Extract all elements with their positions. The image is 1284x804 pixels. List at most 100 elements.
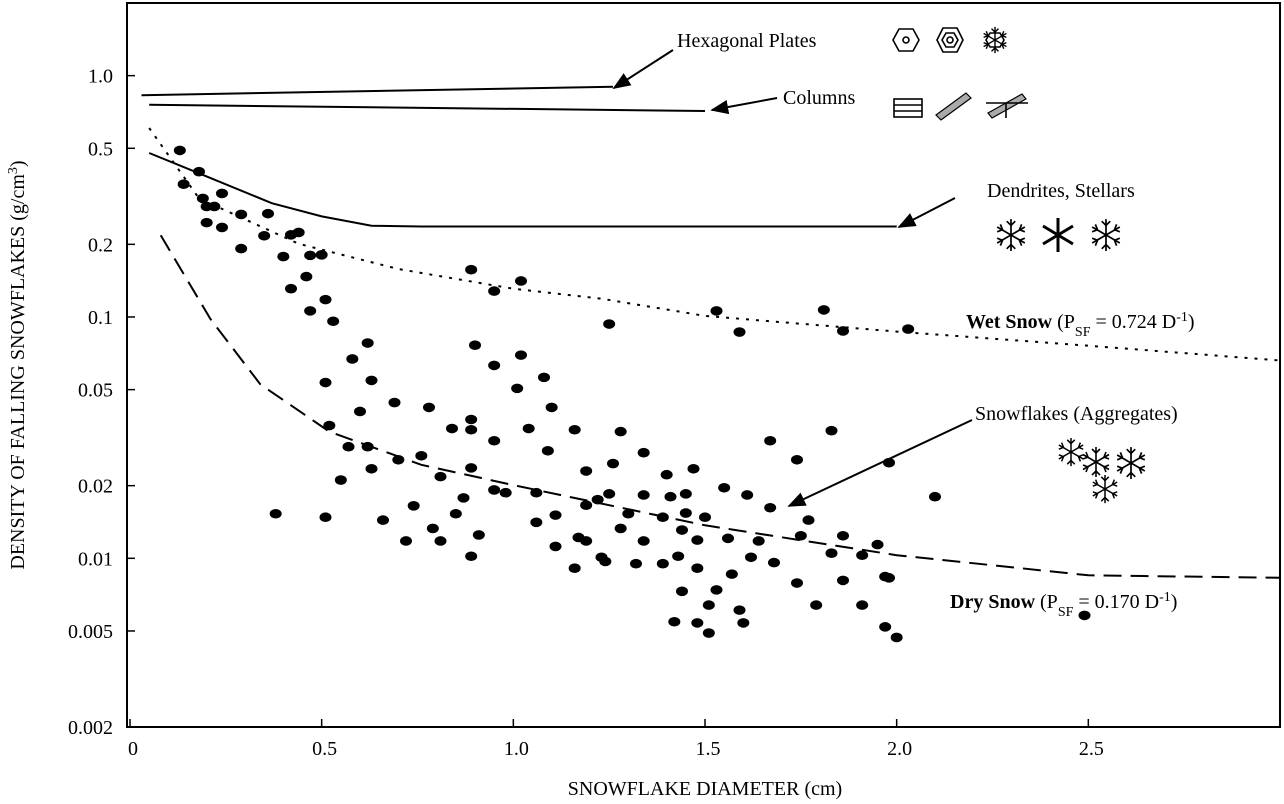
data-point: [216, 188, 228, 199]
data-point: [407, 501, 420, 511]
icon: [985, 32, 1005, 48]
data-point: [216, 222, 228, 233]
data-point: [208, 201, 221, 212]
data-point: [177, 179, 190, 189]
data-point: [794, 530, 807, 541]
data-point: [465, 463, 478, 473]
data-point: [469, 340, 481, 350]
data-point: [656, 558, 669, 569]
icon: [892, 28, 920, 52]
label-part: Columns: [783, 87, 855, 109]
curve-label: Columns: [783, 87, 855, 109]
label-part: (P: [1035, 591, 1058, 613]
data-point: [515, 276, 527, 286]
data-point: [1078, 610, 1091, 621]
data-point: [725, 569, 738, 579]
curve-label: Hexagonal Plates: [677, 30, 817, 52]
data-point: [277, 251, 290, 262]
data-point: [691, 563, 704, 573]
label-part: -1: [1176, 310, 1188, 325]
data-point: [668, 616, 681, 627]
data-point: [676, 525, 688, 535]
icon: [1082, 446, 1110, 478]
data-point: [426, 523, 439, 534]
data-point: [837, 530, 849, 541]
icon: [902, 36, 910, 44]
label-part: ): [1188, 311, 1195, 333]
data-point: [530, 487, 543, 498]
data-point: [702, 600, 715, 610]
dendrite-icons: [996, 218, 1121, 252]
data-point: [745, 552, 757, 563]
data-point: [856, 550, 869, 561]
curve: [159, 234, 1281, 579]
data-point: [488, 286, 501, 296]
icon: [1116, 446, 1146, 480]
data-point: [591, 494, 604, 505]
data-point: [656, 512, 669, 523]
data-point: [285, 283, 297, 294]
data-point: [415, 450, 428, 461]
data-point: [603, 319, 616, 329]
y-tick-label: 0.02: [78, 476, 113, 498]
data-point: [262, 208, 274, 219]
data-point: [802, 515, 815, 525]
data-point: [622, 508, 635, 519]
data-point: [472, 530, 485, 540]
data-point: [327, 316, 340, 327]
data-point: [791, 578, 803, 588]
label-part: ): [7, 160, 29, 167]
aggregate-icon: [1058, 437, 1146, 504]
curve: [141, 85, 614, 97]
icon: [1058, 437, 1084, 467]
data-point: [200, 217, 213, 228]
data-point: [304, 250, 317, 261]
data-point: [292, 227, 305, 238]
data-point: [614, 523, 627, 534]
curve-label: Dendrites, Stellars: [987, 180, 1135, 202]
points-label: Snowflakes (Aggregates): [975, 403, 1178, 425]
data-point: [235, 209, 248, 220]
icon: [982, 26, 1008, 54]
data-point: [710, 585, 723, 595]
data-point: [300, 271, 313, 282]
data-point: [764, 435, 777, 446]
data-point: [365, 463, 378, 474]
data-point: [319, 377, 332, 388]
y-tick-label: 0.5: [88, 138, 113, 160]
data-point: [446, 423, 458, 434]
data-point: [702, 628, 715, 638]
data-point: [883, 573, 895, 583]
icon: [1091, 218, 1121, 252]
data-point: [465, 551, 478, 562]
arrow: [612, 49, 674, 89]
label-part: -1: [1159, 590, 1171, 605]
x-tick-label: 0: [128, 738, 138, 760]
data-point: [672, 551, 685, 562]
data-point: [334, 475, 347, 485]
data-point: [733, 605, 746, 615]
data-point: [434, 536, 447, 546]
data-point: [660, 469, 673, 480]
data-point: [530, 517, 543, 528]
icon: [1092, 474, 1118, 504]
data-point: [568, 563, 581, 573]
data-point: [258, 230, 271, 241]
label-part: = 0.170 D: [1073, 591, 1159, 613]
curve: [148, 152, 897, 228]
data-point: [791, 454, 803, 465]
data-point: [319, 294, 332, 305]
y-tick-label: 0.01: [78, 548, 113, 570]
icon: [946, 36, 954, 44]
data-point: [603, 489, 616, 499]
data-point: [691, 535, 704, 545]
icon: [941, 32, 959, 48]
data-point: [733, 327, 746, 337]
data-point: [173, 145, 186, 156]
data-point: [549, 510, 562, 520]
data-point: [342, 441, 355, 452]
data-point: [538, 372, 550, 383]
data-point: [676, 586, 688, 597]
plate-icons: [892, 26, 1008, 54]
data-point: [637, 447, 650, 458]
